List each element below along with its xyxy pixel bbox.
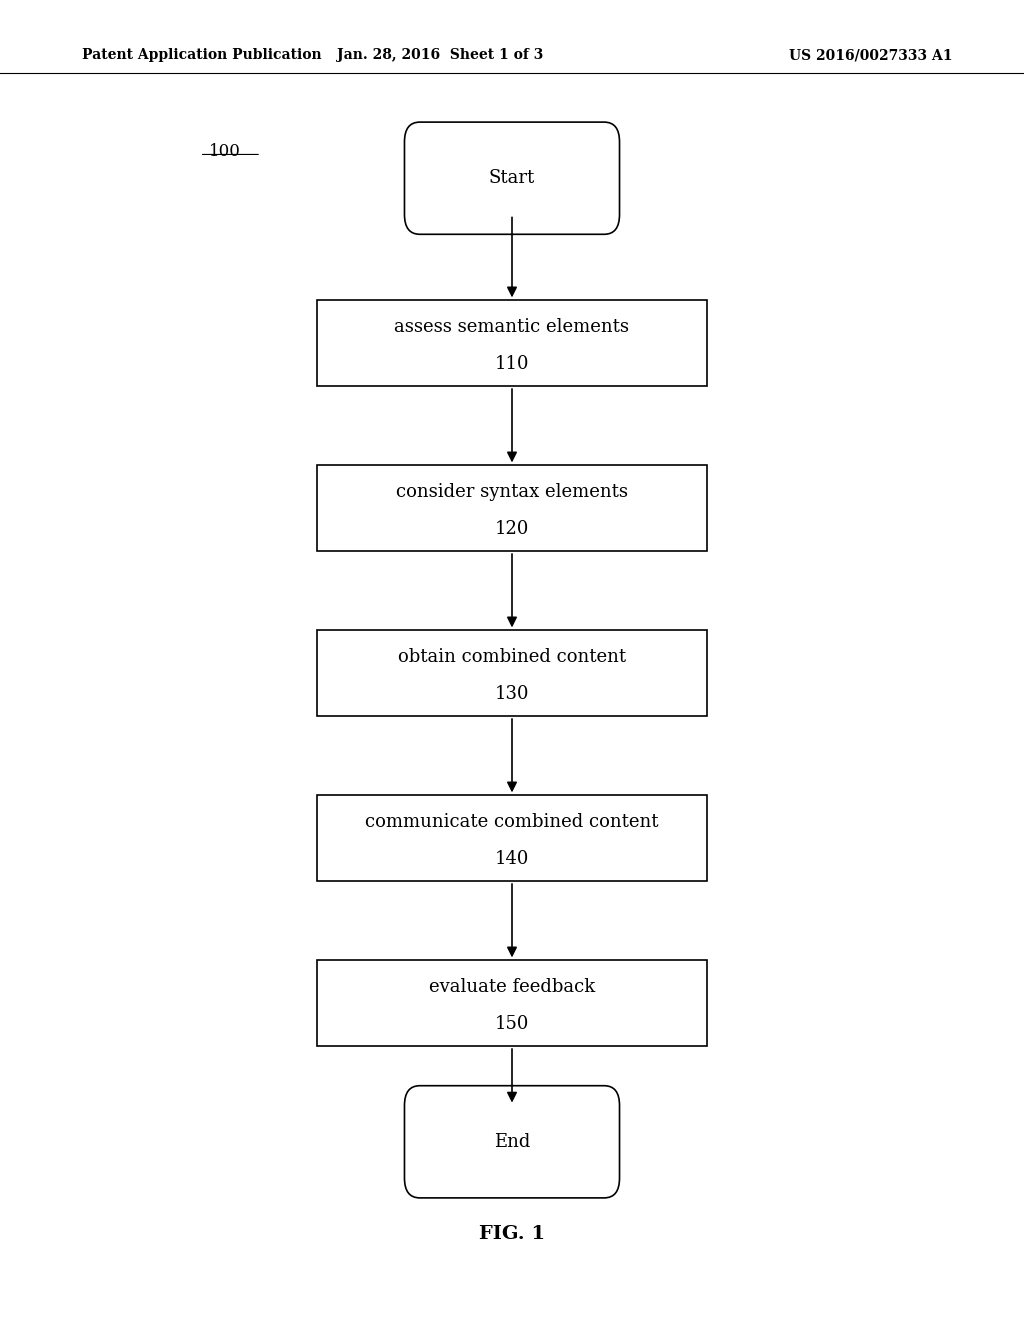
Text: communicate combined content: communicate combined content bbox=[366, 813, 658, 832]
Text: US 2016/0027333 A1: US 2016/0027333 A1 bbox=[788, 49, 952, 62]
Text: evaluate feedback: evaluate feedback bbox=[429, 978, 595, 997]
Text: Jan. 28, 2016  Sheet 1 of 3: Jan. 28, 2016 Sheet 1 of 3 bbox=[337, 49, 544, 62]
Text: Patent Application Publication: Patent Application Publication bbox=[82, 49, 322, 62]
Text: 150: 150 bbox=[495, 1015, 529, 1034]
Text: 120: 120 bbox=[495, 520, 529, 539]
Text: 130: 130 bbox=[495, 685, 529, 704]
Text: 110: 110 bbox=[495, 355, 529, 374]
Text: Start: Start bbox=[488, 169, 536, 187]
FancyBboxPatch shape bbox=[404, 123, 620, 235]
Text: 140: 140 bbox=[495, 850, 529, 869]
FancyBboxPatch shape bbox=[317, 631, 707, 715]
FancyBboxPatch shape bbox=[317, 795, 707, 882]
FancyBboxPatch shape bbox=[404, 1085, 620, 1199]
Text: consider syntax elements: consider syntax elements bbox=[396, 483, 628, 502]
FancyBboxPatch shape bbox=[317, 301, 707, 385]
Text: obtain combined content: obtain combined content bbox=[398, 648, 626, 667]
FancyBboxPatch shape bbox=[317, 466, 707, 552]
Text: assess semantic elements: assess semantic elements bbox=[394, 318, 630, 337]
Text: FIG. 1: FIG. 1 bbox=[479, 1225, 545, 1243]
Text: 100: 100 bbox=[209, 144, 242, 160]
Text: End: End bbox=[494, 1133, 530, 1151]
FancyBboxPatch shape bbox=[317, 961, 707, 1045]
